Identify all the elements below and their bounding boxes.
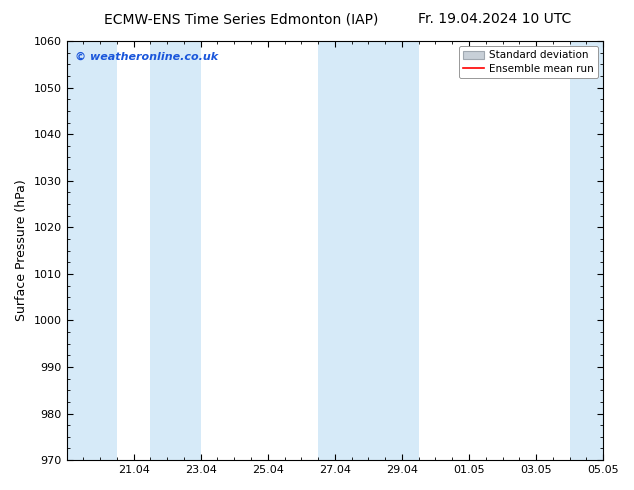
Bar xyxy=(318,41,418,460)
Legend: Standard deviation, Ensemble mean run: Standard deviation, Ensemble mean run xyxy=(459,46,598,78)
Y-axis label: Surface Pressure (hPa): Surface Pressure (hPa) xyxy=(15,180,28,321)
Text: ECMW-ENS Time Series Edmonton (IAP): ECMW-ENS Time Series Edmonton (IAP) xyxy=(104,12,378,26)
Bar xyxy=(67,41,117,460)
Text: © weatheronline.co.uk: © weatheronline.co.uk xyxy=(75,51,217,62)
Bar xyxy=(569,41,603,460)
Text: Fr. 19.04.2024 10 UTC: Fr. 19.04.2024 10 UTC xyxy=(418,12,571,26)
Bar xyxy=(150,41,201,460)
